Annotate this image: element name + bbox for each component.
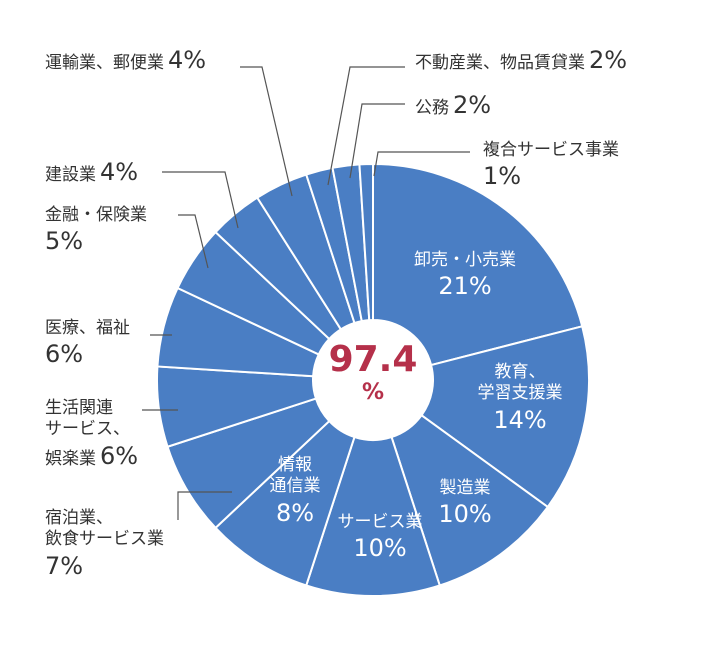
donut-hole <box>313 320 433 440</box>
category-label: サービス業 <box>337 512 423 532</box>
value-label: 5% <box>45 227 84 256</box>
slice-label: 不動産業、物品賃貸業 2% <box>415 45 705 75</box>
category-label: 公務 <box>415 98 449 118</box>
value-label: 10% <box>438 500 492 529</box>
value-label: 2% <box>453 91 492 119</box>
category-label: 製造業 <box>439 478 491 498</box>
leader-line <box>178 214 209 269</box>
slice-label: 教育、 学習支援業 14% <box>455 362 585 435</box>
value-label: 6% <box>45 340 84 369</box>
slice-label: 公務 2% <box>415 90 565 120</box>
slice-label: 複合サービス事業 1% <box>483 140 683 191</box>
leader-line <box>240 66 293 197</box>
category-label: 複合サービス事業 <box>483 140 619 160</box>
category-label: 情報 通信業 <box>269 455 321 497</box>
category-label: 教育、 学習支援業 <box>477 362 563 404</box>
value-label: 21% <box>438 272 492 301</box>
value-label: 1% <box>483 162 522 191</box>
category-label: 医療、福祉 <box>45 318 130 338</box>
slice-label: 情報 通信業 8% <box>255 455 335 528</box>
leader-line <box>373 151 470 177</box>
category-label: 生活関連 サービス、 娯楽業 <box>45 398 130 469</box>
category-label: 金融・保険業 <box>45 205 147 225</box>
leader-line <box>162 171 239 229</box>
category-label: 卸売・小売業 <box>414 250 516 270</box>
value-label: 8% <box>275 498 315 527</box>
value-label: 7% <box>45 551 84 580</box>
category-label: 建設業 <box>45 165 96 185</box>
center-total: 97.4 % <box>313 340 433 406</box>
slice-label: サービス業 10% <box>325 512 435 563</box>
slice-label: 宿泊業、 飲食サービス業 7% <box>45 508 225 581</box>
slice-label: 建設業 4% <box>45 157 245 187</box>
slice-label: 運輸業、郵便業 4% <box>45 45 265 75</box>
category-label: 宿泊業、 飲食サービス業 <box>45 508 164 550</box>
category-label: 運輸業、郵便業 <box>45 53 164 73</box>
value-label: 4% <box>100 158 139 186</box>
slice-label: 卸売・小売業 21% <box>395 250 535 301</box>
value-label: 2% <box>589 46 628 74</box>
value-label: 10% <box>353 534 407 563</box>
value-label: 6% <box>100 441 139 470</box>
leader-line <box>177 491 232 520</box>
slice-label: 金融・保険業 5% <box>45 205 205 256</box>
slice-label: 生活関連 サービス、 娯楽業 6% <box>45 398 205 471</box>
leader-line <box>327 66 405 186</box>
slice-label: 医療、福祉 6% <box>45 318 185 369</box>
center-value: 97.4 <box>328 339 418 380</box>
category-label: 不動産業、物品賃貸業 <box>415 53 585 73</box>
value-label: 4% <box>168 46 207 74</box>
center-unit: % <box>361 380 385 405</box>
slice-label: 製造業 10% <box>420 478 510 529</box>
leader-line <box>349 103 405 179</box>
value-label: 14% <box>493 405 547 434</box>
